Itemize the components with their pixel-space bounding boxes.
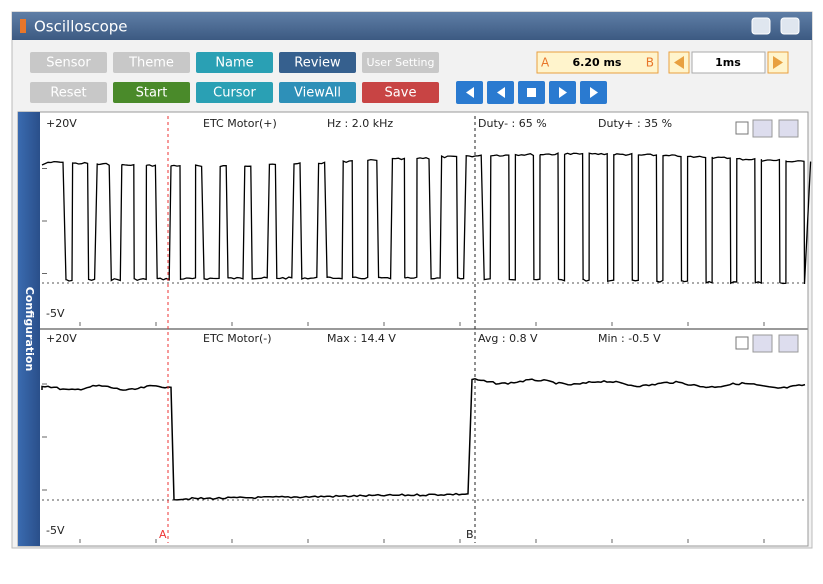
cursor-readout <box>536 51 659 74</box>
toolbar-button[interactable] <box>196 82 273 103</box>
timebase-box <box>691 51 766 74</box>
checkbox[interactable] <box>735 121 749 135</box>
button-label: Save <box>385 86 417 101</box>
close-button[interactable] <box>778 334 799 353</box>
waveform <box>41 152 812 285</box>
cursor-time: 6.20 ms <box>573 56 622 69</box>
playback-icon <box>559 87 567 98</box>
channel-stat: Hz : 2.0 kHz <box>327 117 393 130</box>
button-label: User Setting <box>367 56 435 69</box>
close-button[interactable] <box>778 119 799 138</box>
toolbar-button[interactable] <box>196 52 273 73</box>
button-label: Reset <box>50 86 86 101</box>
cursor-marker: B <box>466 528 474 541</box>
button-label: ViewAll <box>294 86 341 101</box>
channel-stat: Duty- : 65 % <box>478 117 547 130</box>
timebase: 1ms <box>715 56 741 69</box>
channel-stat: Max : 14.4 V <box>327 332 396 345</box>
button-label: Cursor <box>213 86 256 101</box>
checkbox[interactable] <box>735 336 749 350</box>
channel-stat: Duty+ : 35 % <box>598 117 672 130</box>
scale-top: +20V <box>46 332 77 345</box>
button-label: Theme <box>128 56 174 71</box>
channel-stat: Avg : 0.8 V <box>478 332 538 345</box>
cursor-b: B <box>646 56 654 70</box>
window-button[interactable] <box>780 17 800 35</box>
button-label: Sensor <box>46 56 91 71</box>
title-bar <box>12 12 812 40</box>
cursor-marker: A <box>159 528 167 541</box>
scale-bottom: -5V <box>46 307 65 320</box>
playback-icon <box>590 87 598 98</box>
window-button[interactable] <box>751 17 771 35</box>
title-icon <box>20 19 26 33</box>
playback-icon <box>466 87 474 98</box>
window-title: Oscilloscope <box>34 18 128 36</box>
waveform <box>41 378 806 501</box>
playback-icon <box>497 87 505 98</box>
button-label: Start <box>136 86 168 101</box>
toolbar-button[interactable] <box>30 52 107 73</box>
playback-icon <box>527 88 536 97</box>
toolbar-button[interactable] <box>30 82 107 103</box>
channel-stat: Min : -0.5 V <box>598 332 661 345</box>
toolbar-button[interactable] <box>113 52 190 73</box>
scale-top: +20V <box>46 117 77 130</box>
zoom-button[interactable] <box>752 334 773 353</box>
toolbar-button[interactable] <box>279 52 356 73</box>
toolbar-button[interactable] <box>279 82 356 103</box>
channel-name: ETC Motor(-) <box>203 332 272 345</box>
toolbar-button[interactable] <box>362 52 439 73</box>
channel-name: ETC Motor(+) <box>203 117 277 130</box>
toolbar-button[interactable] <box>362 82 439 103</box>
zoom-button[interactable] <box>752 119 773 138</box>
side-tab-label: Configuration <box>23 287 36 372</box>
button-label: Review <box>294 56 341 71</box>
side-tab[interactable] <box>18 112 40 546</box>
button-label: Name <box>215 56 253 71</box>
arrow-icon <box>674 56 684 69</box>
scale-bottom: -5V <box>46 524 65 537</box>
cursor-a: A <box>541 56 550 70</box>
arrow-icon <box>773 56 783 69</box>
toolbar-button[interactable] <box>113 82 190 103</box>
